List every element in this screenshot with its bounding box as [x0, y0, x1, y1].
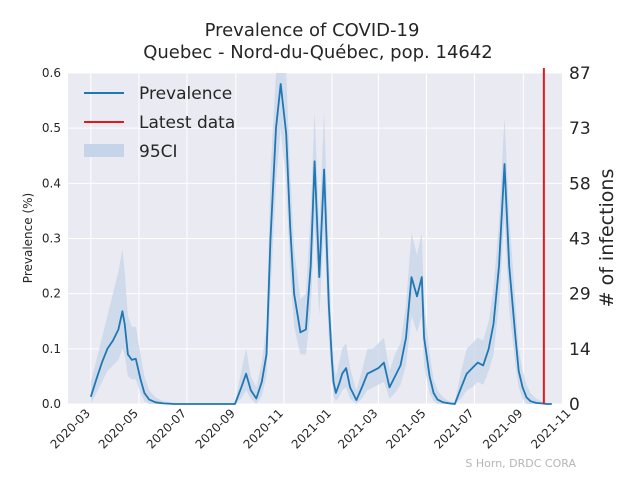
legend-swatch-ci	[84, 144, 124, 157]
x-tick-label: 2021-01	[289, 406, 334, 451]
y-tick-label-right: 87	[569, 64, 591, 84]
x-tick-label: 2020-09	[193, 406, 238, 451]
y-axis-right: 0 14 29 43 58 73 87	[569, 64, 591, 415]
x-tick-label: 2021-09	[480, 406, 525, 451]
y-tick-label: 0.2	[42, 287, 61, 301]
x-tick-label: 2020-11	[241, 406, 286, 451]
y-tick-label-right: 0	[569, 395, 580, 415]
y-tick-label: 0.5	[42, 121, 61, 135]
x-tick-label: 2020-05	[96, 406, 141, 451]
y-tick-label: 0.0	[42, 397, 61, 411]
y-tick-label-right: 14	[569, 340, 591, 360]
y-tick-label: 0.6	[42, 66, 61, 80]
legend-label-prevalence: Prevalence	[139, 84, 232, 104]
y-tick-label-right: 43	[569, 230, 591, 250]
x-tick-label: 2021-11	[528, 406, 573, 451]
grid-lines	[68, 72, 572, 405]
prevalence-line	[89, 83, 552, 405]
y-axis-label: Prevalence (%)	[21, 193, 35, 283]
y-tick-label-right: 58	[569, 174, 591, 194]
y-tick-label: 0.3	[42, 232, 61, 246]
credit-text: S Horn, DRDC CORA	[465, 457, 576, 470]
x-tick-label: 2020-03	[48, 406, 93, 451]
x-tick-label: 2021-03	[335, 406, 380, 451]
x-tick-label: 2021-07	[431, 406, 476, 451]
legend: Prevalence Latest data 95CI	[84, 84, 235, 162]
y-tick-label-right: 29	[569, 285, 591, 305]
x-axis: 2020-03 2020-05 2020-07 2020-09 2020-11 2021-…	[48, 406, 574, 451]
y-tick-label: 0.4	[42, 176, 61, 190]
chart-subtitle: Quebec - Nord-du-Québec, pop. 14642	[143, 42, 493, 63]
y-tick-label: 0.1	[42, 342, 61, 356]
x-tick-label: 2021-05	[383, 406, 428, 451]
chart-title: Prevalence of COVID-19	[205, 20, 420, 41]
legend-label-ci: 95CI	[139, 142, 178, 162]
y-axis-left: 0.0 0.1 0.2 0.3 0.4 0.5 0.6	[42, 66, 61, 411]
y-tick-label-right: 73	[569, 119, 591, 139]
x-tick-label: 2020-07	[144, 406, 189, 451]
legend-label-latest: Latest data	[139, 113, 235, 133]
y-axis-label-right: # of infections	[596, 169, 618, 308]
